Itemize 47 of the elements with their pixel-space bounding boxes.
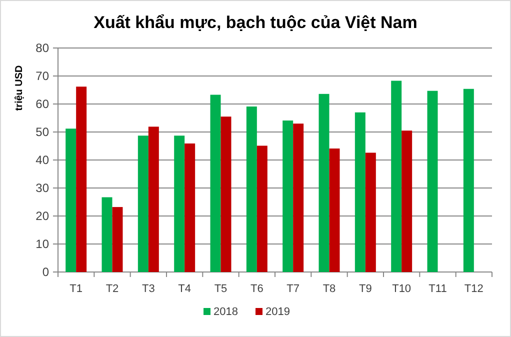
bar (138, 136, 148, 272)
bar (354, 112, 366, 272)
y-tick-label: 50 (36, 125, 50, 140)
bar (391, 80, 402, 272)
y-tick-label: 60 (36, 97, 50, 112)
bar (220, 116, 232, 272)
bar (293, 124, 304, 272)
y-tick-label: 20 (36, 209, 50, 224)
bar (76, 86, 87, 272)
legend-label: 2019 (266, 306, 290, 318)
bar (174, 136, 185, 272)
y-axis-title: triệu USD (14, 65, 25, 111)
bar (463, 88, 474, 272)
bar (112, 207, 123, 272)
y-tick-label: 0 (42, 265, 50, 280)
x-tick-label: T5 (214, 283, 228, 295)
bar (318, 94, 330, 272)
bar (210, 94, 221, 272)
bar (402, 130, 412, 272)
bar (256, 146, 268, 272)
x-tick-label: T7 (286, 283, 300, 295)
y-tick-label: 70 (36, 69, 50, 84)
y-tick-label: 30 (36, 181, 50, 196)
chart-title: Xuất khẩu mực, bạch tuộc của Việt Nam (94, 13, 418, 32)
bar (184, 143, 196, 272)
bar (246, 106, 257, 272)
bar (282, 120, 294, 272)
bar (329, 148, 340, 272)
legend-label: 2018 (214, 306, 238, 318)
x-tick-label: T12 (464, 283, 484, 295)
bar (427, 90, 438, 272)
x-tick-label: T3 (142, 283, 155, 295)
x-tick-label: T6 (250, 283, 264, 295)
bar (365, 152, 376, 272)
bar (66, 128, 76, 272)
y-tick-label: 40 (36, 153, 50, 168)
y-tick-label: 10 (36, 237, 50, 252)
x-tick-label: T4 (178, 283, 192, 295)
x-tick-label: T1 (70, 283, 83, 295)
x-tick-label: T9 (358, 283, 372, 295)
bar (102, 197, 112, 272)
x-tick-label: T10 (392, 283, 412, 295)
x-tick-label: T2 (106, 283, 119, 295)
x-tick-label: T8 (322, 283, 336, 295)
x-tick-label: T11 (428, 283, 447, 295)
bar (148, 126, 159, 272)
y-tick-label: 80 (36, 41, 50, 56)
